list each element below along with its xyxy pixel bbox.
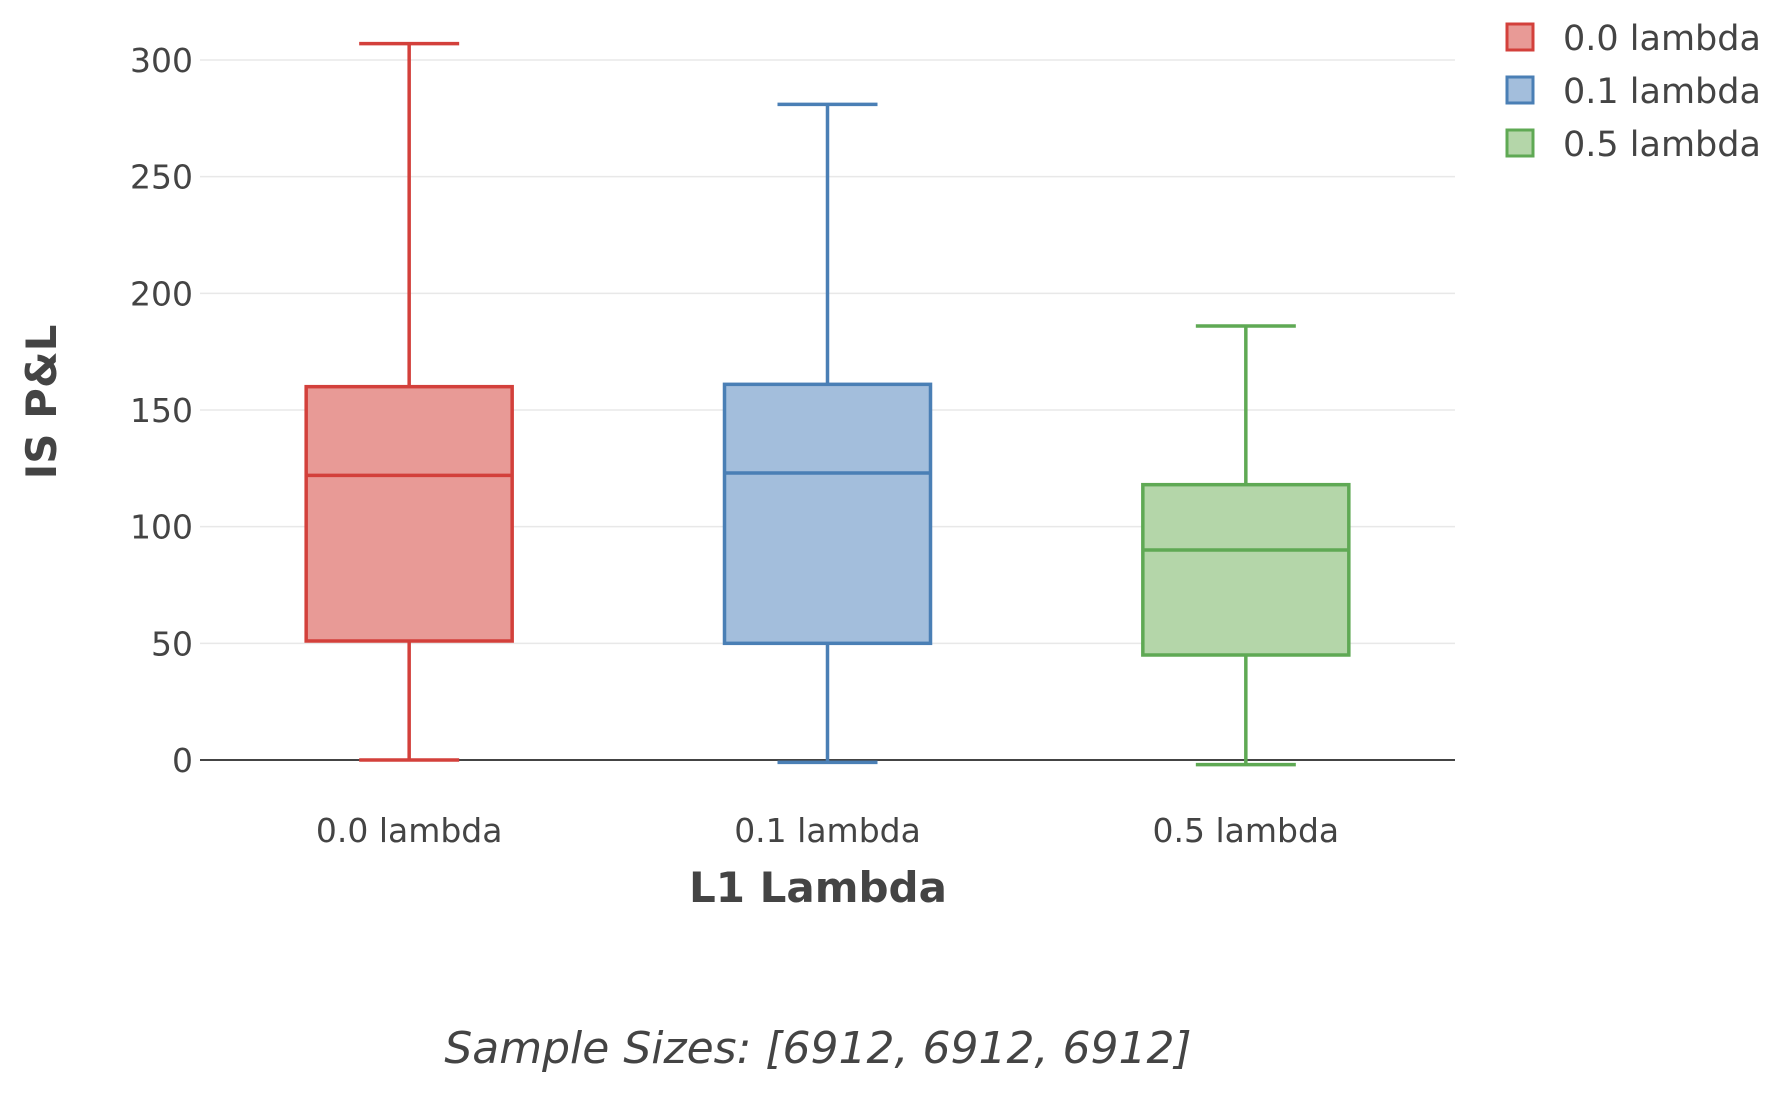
y-tick-label: 250: [130, 158, 193, 197]
sample-sizes-note: Sample Sizes: [6912, 6912, 6912]: [444, 1023, 1191, 1074]
y-tick-label: 150: [130, 391, 193, 430]
box-0-1-lambda: [722, 102, 933, 765]
legend-item: 0.5 lambda: [1505, 125, 1761, 165]
box-0-5-lambda: [1141, 324, 1351, 767]
iqr-box: [1141, 482, 1351, 657]
legend-item: 0.0 lambda: [1505, 19, 1761, 59]
iqr-box: [304, 384, 514, 643]
box-0-0-lambda: [304, 41, 514, 762]
legend-label: 0.1 lambda: [1563, 72, 1761, 112]
y-tick-label: 300: [130, 41, 193, 80]
y-tick-labels: 0 50 100 150 200 250 300: [130, 41, 193, 780]
x-tick-label: 0.1 lambda: [734, 811, 921, 850]
y-tick-label: 0: [172, 741, 193, 780]
legend-swatch: [1505, 75, 1535, 105]
x-axis-title: L1 Lambda: [689, 863, 947, 912]
x-tick-label: 0.5 lambda: [1153, 811, 1340, 850]
box-series-layer: [304, 41, 1351, 767]
iqr-box: [722, 382, 933, 646]
x-tick-labels: 0.0 lambda 0.1 lambda 0.5 lambda: [316, 811, 1339, 850]
legend: 0.0 lambda 0.1 lambda 0.5 lambda: [1505, 19, 1761, 165]
legend-swatch: [1505, 22, 1535, 52]
x-tick-label: 0.0 lambda: [316, 811, 503, 850]
legend-label: 0.5 lambda: [1563, 125, 1761, 165]
y-axis-title: IS P&L: [17, 325, 66, 480]
y-tick-label: 50: [151, 624, 193, 663]
y-tick-label: 200: [130, 274, 193, 313]
legend-item: 0.1 lambda: [1505, 72, 1761, 112]
y-tick-label: 100: [130, 508, 193, 547]
legend-label: 0.0 lambda: [1563, 19, 1761, 59]
legend-swatch: [1505, 128, 1535, 158]
